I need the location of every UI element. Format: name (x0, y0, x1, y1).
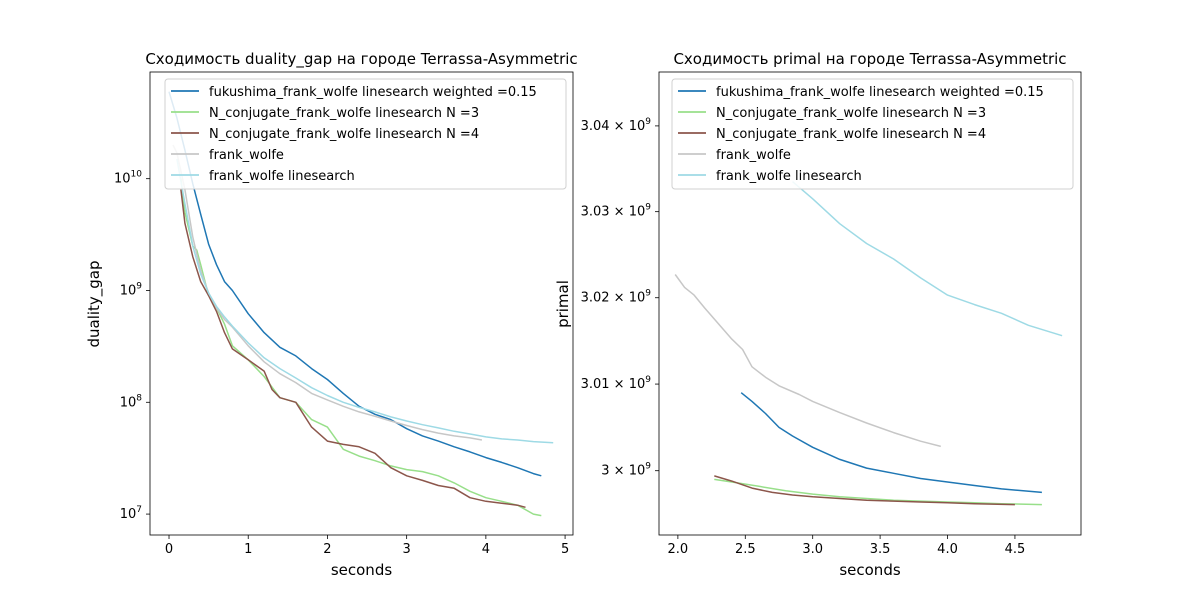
primal-chart: 2.0 2.5 3.0 3.5 4.0 4.5 3 × 109 3.01 × 109 3.02 … (554, 50, 1082, 579)
chart-0-x-axis-label: seconds (331, 561, 392, 579)
chart-0-series-n-conjugate-frank-wolfe-linesearch-n-4-line (180, 189, 526, 509)
chart-0-series-n-conjugate-frank-wolfe-linesearch-n-3-line (180, 178, 542, 517)
chart-1-y-tick-label: 3 × 109 (601, 462, 651, 479)
chart-0-y-axis-label: duality_gap (85, 260, 104, 347)
chart-0-legend-box (164, 78, 567, 190)
chart-0-legend-label-frank-wolfe: frank_wolfe (209, 148, 284, 163)
chart-1-legend-label-fukushima-frank-wolfe-linesearch-weighted-0-15: fukushima_frank_wolfe linesearch weighte… (716, 85, 1044, 100)
duality-gap-chart: 0 1 2 3 4 5 107 108 109 1010 Сходимость duality_ga… (85, 50, 578, 579)
chart-1-y-tick-label: 3.03 × 109 (581, 203, 652, 220)
chart-0-series-frank-wolfe-linesearch-line (176, 158, 554, 444)
chart-1-axes-frame (658, 71, 1082, 536)
chart-0-legend-label-n-conjugate-frank-wolfe-linesearch-n-4: N_conjugate_frank_wolfe linesearch N =4 (209, 127, 479, 142)
chart-1-series-fukushima-frank-wolfe-linesearch-weighted-0-15-line (740, 392, 1042, 494)
chart-0-series-frank-wolfe-line (172, 144, 483, 441)
chart-1-series-n-conjugate-frank-wolfe-linesearch-n-4-line (714, 475, 1015, 506)
chart-1-legend-label-frank-wolfe-linesearch: frank_wolfe linesearch (716, 169, 862, 184)
chart-0-x-tick-label: 4 (482, 542, 490, 557)
chart-0-series-fukushima-frank-wolfe-linesearch-weighted-0-15-line (168, 91, 542, 477)
chart-1-series-n-conjugate-frank-wolfe-linesearch-n-3-line (714, 478, 1042, 506)
chart-1-y-tick-label: 3.01 × 109 (581, 375, 652, 392)
chart-1-legend-label-n-conjugate-frank-wolfe-linesearch-n-3: N_conjugate_frank_wolfe linesearch N =3 (716, 106, 986, 121)
chart-0-legend: fukushima_frank_wolfe linesearch weighte… (164, 78, 567, 190)
chart-0-legend-label-fukushima-frank-wolfe-linesearch-weighted-0-15: fukushima_frank_wolfe linesearch weighte… (209, 85, 537, 100)
chart-1-y-tick-label: 3.02 × 109 (581, 289, 652, 306)
chart-1-x-tick-label: 3.5 (870, 542, 891, 557)
chart-0-x-tick-label: 0 (165, 542, 173, 557)
chart-0-x-tick-label: 5 (561, 542, 569, 557)
chart-1-x-axis-label: seconds (839, 561, 900, 579)
chart-1-x-tick-label: 2.0 (668, 542, 689, 557)
chart-1-y-axis-label: primal (554, 280, 572, 328)
chart-0-y-tick-label: 1010 (114, 170, 142, 187)
chart-1-x-tick-label: 2.5 (735, 542, 756, 557)
chart-1-x-tick-label: 4.5 (1005, 542, 1026, 557)
chart-0-legend-label-frank-wolfe-linesearch: frank_wolfe linesearch (209, 169, 355, 184)
chart-0-legend-label-n-conjugate-frank-wolfe-linesearch-n-3: N_conjugate_frank_wolfe linesearch N =3 (209, 106, 479, 121)
chart-1-legend-label-frank-wolfe: frank_wolfe (716, 148, 791, 163)
chart-1-x-tick-label: 3.0 (802, 542, 823, 557)
chart-0-y-tick-label: 109 (120, 281, 143, 298)
chart-0-x-tick-label: 3 (403, 542, 411, 557)
chart-1-legend-box (671, 78, 1074, 190)
chart-0-x-tick-label: 2 (323, 542, 331, 557)
chart-1-series-frank-wolfe-line (674, 274, 941, 448)
chart-0-y-tick-label: 107 (120, 505, 142, 522)
chart-0-x-tick-label: 1 (244, 542, 252, 557)
chart-1-series-frank-wolfe-linesearch-line (792, 181, 1063, 337)
chart-0-y-tick-label: 108 (120, 393, 143, 410)
chart-1-x-tick-label: 4.0 (937, 542, 958, 557)
chart-1-title: Сходимость primal на городе Terrassa-Asy… (673, 50, 1066, 68)
chart-0-title: Сходимость duality_gap на городе Terrass… (145, 50, 577, 69)
chart-0-axes-frame (149, 71, 574, 536)
chart-1-legend-label-n-conjugate-frank-wolfe-linesearch-n-4: N_conjugate_frank_wolfe linesearch N =4 (716, 127, 986, 142)
chart-1-legend: fukushima_frank_wolfe linesearch weighte… (671, 78, 1074, 190)
chart-1-y-tick-label: 3.04 × 109 (581, 117, 652, 134)
